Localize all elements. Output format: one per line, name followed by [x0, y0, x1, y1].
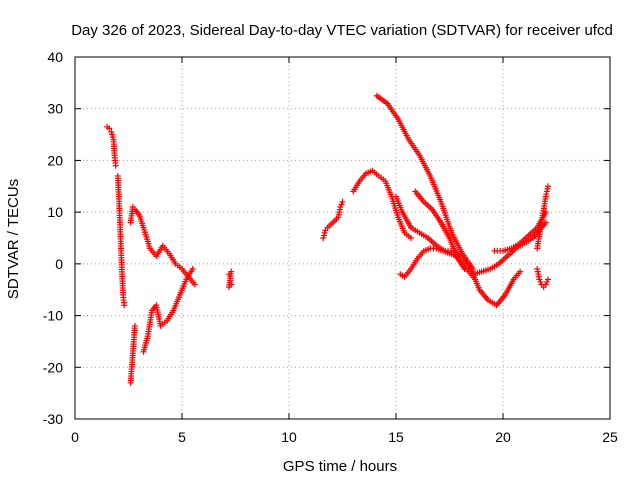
data-point	[544, 183, 551, 190]
series-arc-7	[350, 167, 414, 241]
series-arc-1b	[114, 172, 128, 309]
y-tick-label: 30	[47, 101, 63, 117]
series-arc-5	[226, 268, 235, 291]
x-tick-label: 5	[178, 429, 186, 445]
y-tick-label: 20	[47, 152, 63, 168]
data-point	[517, 268, 524, 275]
grid	[75, 57, 610, 419]
x-tick-label: 25	[602, 429, 618, 445]
series-arc-2	[127, 203, 198, 288]
series-arc-9	[393, 193, 524, 309]
y-tick-label: -10	[43, 308, 63, 324]
y-tick-label: 10	[47, 204, 63, 220]
y-tick-label: 40	[47, 49, 63, 65]
x-tick-label: 0	[71, 429, 79, 445]
series-arc-8	[373, 92, 477, 273]
x-tick-label: 10	[281, 429, 297, 445]
y-axis-label: SDTVAR / TECUs	[5, 179, 22, 299]
plot-frame	[74, 56, 611, 420]
series-arc-15	[534, 183, 551, 252]
x-axis-label: GPS time / hours	[283, 458, 397, 475]
data-point	[112, 162, 119, 169]
y-tick-label: -20	[43, 359, 63, 375]
chart-title: Day 326 of 2023, Sidereal Day-to-day VTE…	[71, 22, 613, 39]
data-point	[131, 322, 138, 329]
data-point	[106, 125, 113, 132]
series-arc-3	[127, 322, 138, 386]
series-arc-14	[534, 266, 551, 291]
data-point	[191, 281, 198, 288]
y-tick-label: -30	[43, 411, 63, 427]
y-tick-label: 0	[55, 256, 63, 272]
series-arc-4	[140, 266, 196, 355]
data-point	[121, 302, 128, 309]
data-point	[407, 235, 414, 241]
series-arc-6	[320, 198, 346, 241]
data-point	[461, 266, 468, 273]
x-tick-label: 15	[388, 429, 404, 445]
series-arc-11	[412, 188, 468, 273]
series-arc-1a	[104, 123, 119, 169]
data-point	[544, 276, 551, 283]
data-points	[104, 92, 551, 386]
data-point	[472, 276, 479, 283]
data-point	[189, 266, 196, 273]
data-point	[339, 198, 346, 205]
data-point	[228, 281, 235, 288]
x-tick-label: 20	[495, 429, 511, 445]
